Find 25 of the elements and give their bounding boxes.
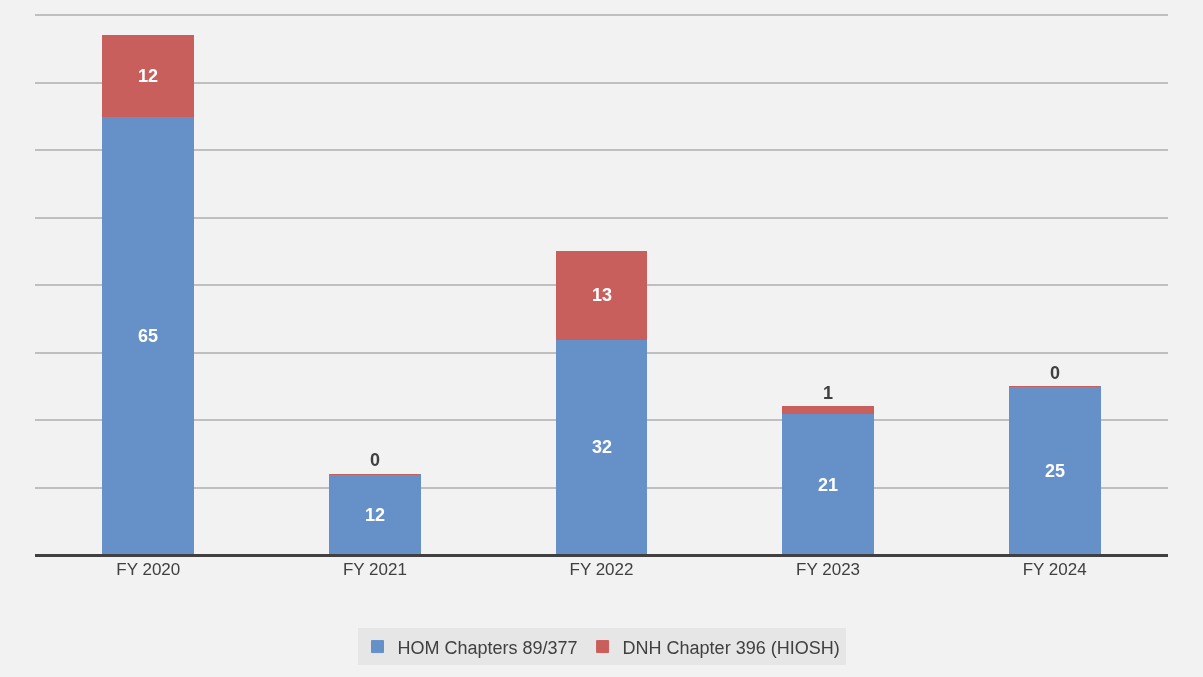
data-label: 21 [818, 475, 839, 495]
data-label: 13 [592, 285, 613, 305]
bar [555, 338, 648, 556]
legend-label: HOM Chapters 89/377 [397, 637, 578, 658]
x-tick-label: FY 2021 [342, 560, 407, 579]
data-label: 1 [823, 383, 834, 403]
x-tick-label: FY 2022 [569, 560, 634, 579]
bar [1008, 386, 1101, 556]
data-label: 0 [1050, 363, 1061, 383]
x-tick-label: FY 2024 [1022, 560, 1087, 579]
bar [329, 473, 421, 556]
bar [102, 34, 195, 117]
bar [782, 413, 874, 556]
data-label: 12 [138, 66, 159, 86]
data-label: 12 [365, 505, 386, 525]
data-label: 65 [138, 326, 159, 346]
data-label: 25 [1045, 461, 1066, 481]
x-tick-label: FY 2023 [796, 560, 861, 579]
bar [555, 251, 648, 340]
data-label: 0 [370, 450, 381, 470]
data-label: 32 [592, 437, 613, 457]
bar [782, 406, 874, 415]
legend-label: DNH Chapter 396 (HIOSH) [622, 637, 840, 658]
bar [102, 116, 195, 556]
x-tick-label: FY 2020 [116, 560, 181, 579]
